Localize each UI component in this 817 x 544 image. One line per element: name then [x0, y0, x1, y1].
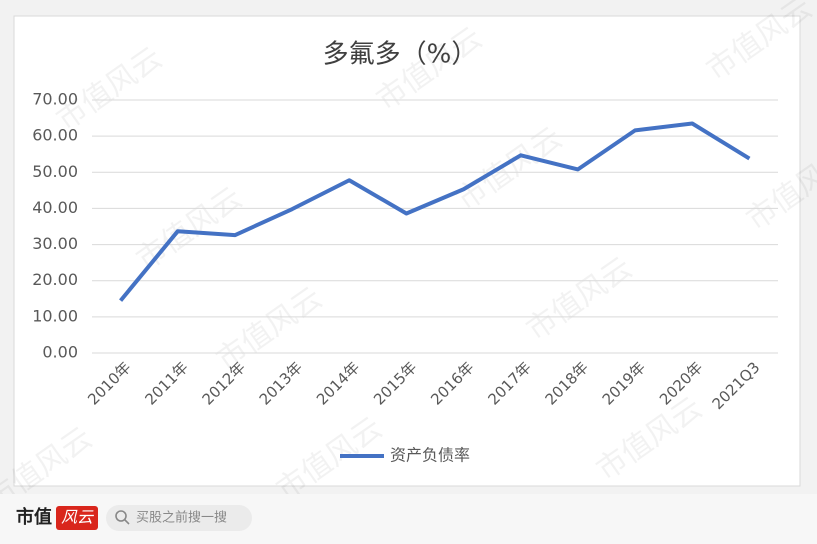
y-tick-label: 0.00: [42, 343, 78, 362]
y-tick-label: 50.00: [32, 162, 78, 181]
y-tick-label: 40.00: [32, 198, 78, 217]
logo-text: 市值: [16, 506, 52, 528]
data-line: [119, 121, 751, 302]
search-placeholder[interactable]: 买股之前搜一搜: [136, 510, 227, 526]
y-tick-label: 10.00: [32, 306, 78, 325]
y-tick-label: 70.00: [32, 90, 78, 109]
chart-panel: [13, 15, 801, 487]
chart-title: 多氟多（%）: [323, 40, 478, 70]
y-tick-label: 30.00: [32, 234, 78, 253]
search-icon: [115, 510, 127, 522]
y-tick-label: 20.00: [32, 270, 78, 289]
legend-label: 资产负债率: [390, 446, 470, 465]
logo-badge: [56, 506, 98, 530]
search-box[interactable]: [106, 505, 252, 531]
search-icon-handle: [124, 519, 130, 525]
logo-badge-text: 风云: [61, 508, 95, 527]
y-tick-label: 60.00: [32, 126, 78, 145]
